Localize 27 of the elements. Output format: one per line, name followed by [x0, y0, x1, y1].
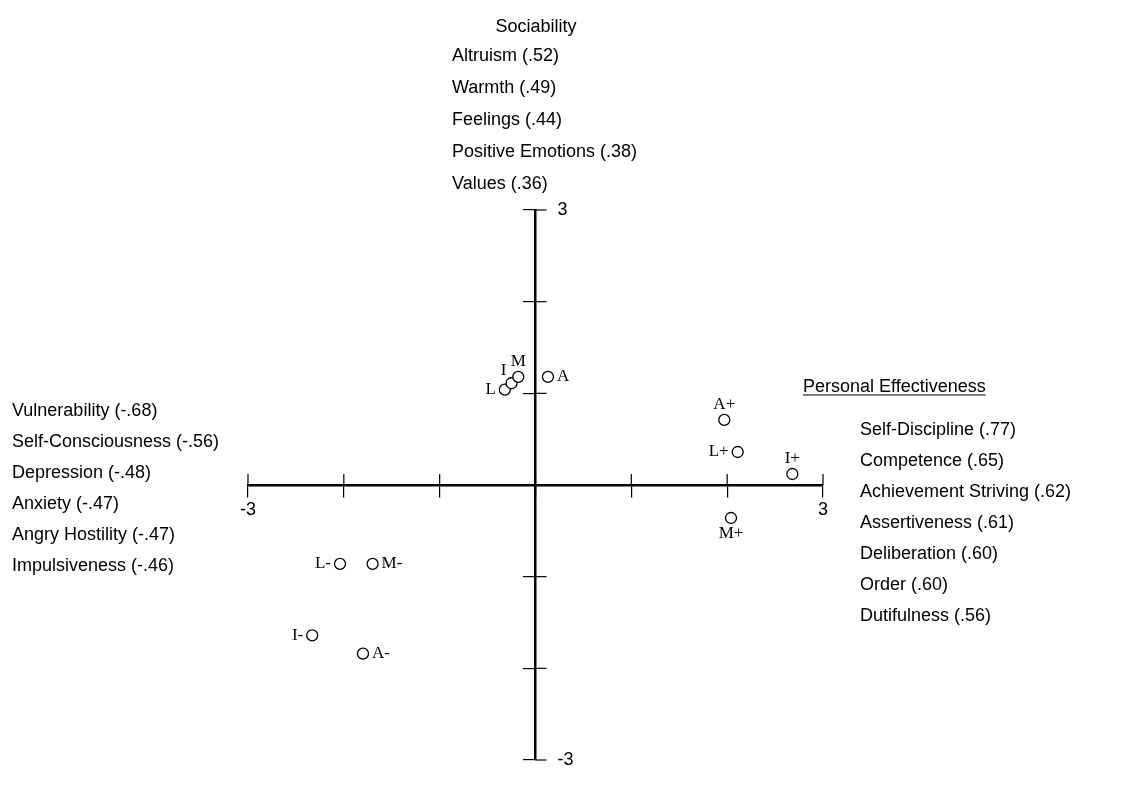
data-label: M-	[381, 553, 403, 573]
text: Sociability	[495, 16, 577, 36]
data-label: L	[485, 379, 496, 399]
data-label: A-	[372, 643, 391, 663]
text: Vulnerability (-.68) Self-Consciousness (-.56) Depression (-.48) Anxiety (-.47) Angry Hostility (-.47) Impulsiveness (-.46)	[12, 400, 220, 575]
data-label: M+	[718, 522, 744, 542]
data-label: I	[500, 360, 507, 380]
point	[786, 467, 799, 481]
point	[356, 647, 370, 660]
point	[512, 370, 525, 383]
text: Self-Discipline (.77) Competence (.65) Achievement Striving (.62) Assertiveness (.61) Deliberation (.60) Order (.60) Dutifulness (.56)	[860, 419, 1072, 625]
point	[541, 370, 555, 383]
point	[306, 629, 319, 642]
text: Altruism (.52) Warmth (.49) Feelings (.44) Positive Emotions (.38) Values (.36)	[452, 45, 638, 193]
point	[724, 511, 738, 525]
annotation: Personal Effectiveness	[803, 376, 986, 396]
data-label: L+	[708, 441, 729, 461]
data-label: A+	[713, 393, 736, 413]
data-label: M	[510, 350, 526, 370]
point	[718, 413, 731, 427]
point	[366, 557, 379, 570]
data-label: A	[556, 366, 570, 386]
point	[333, 557, 347, 570]
point	[731, 445, 744, 459]
data-label: I-	[291, 624, 304, 644]
data-label: L-	[314, 553, 332, 573]
data-label: I+	[784, 447, 800, 467]
